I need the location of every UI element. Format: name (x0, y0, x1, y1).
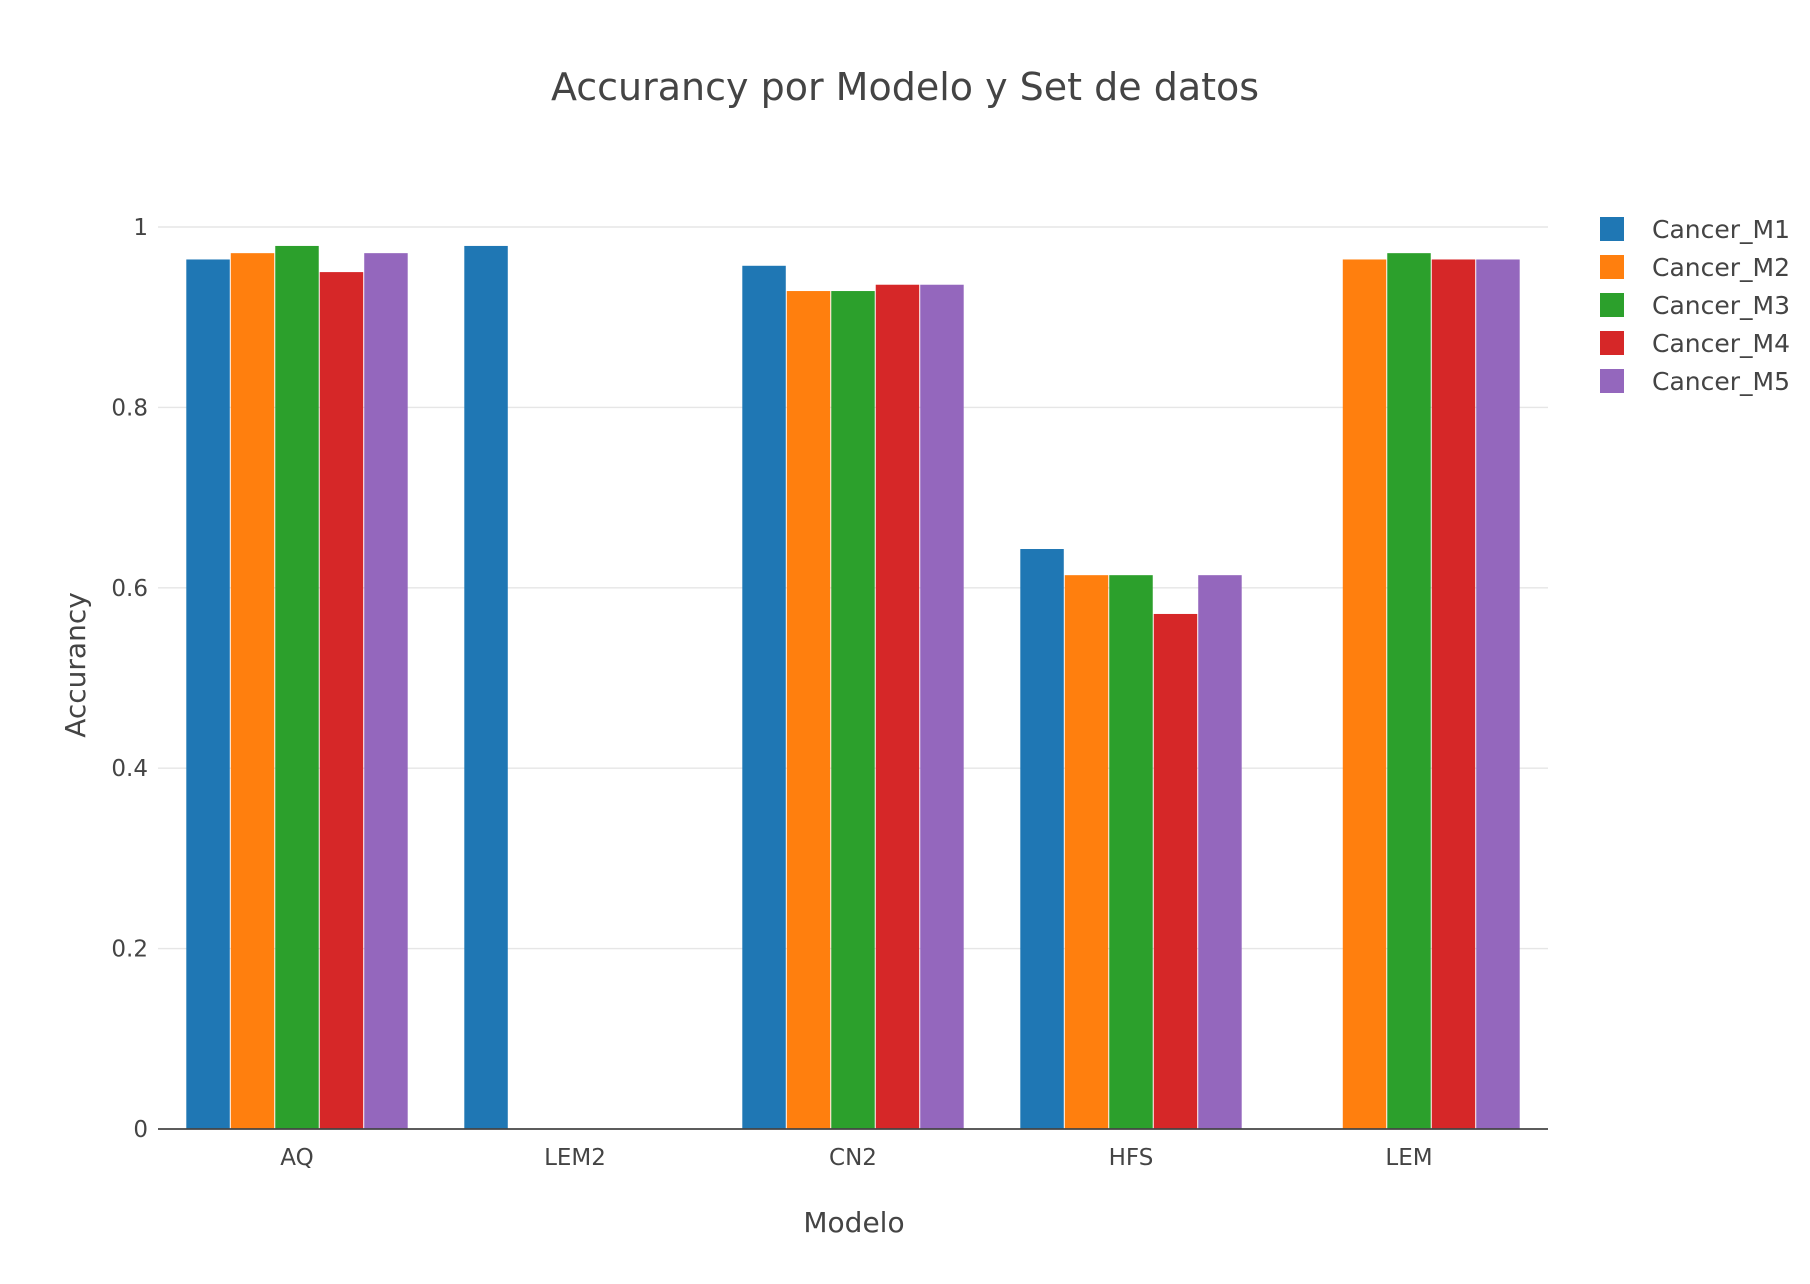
legend-label: Cancer_M2 (1652, 253, 1790, 282)
y-tick-labels: 0 0.2 0.4 0.6 0.8 1 (111, 215, 148, 1143)
bar-hfs-cancer-m1 (1020, 549, 1064, 1129)
y-tick-label: 1 (133, 215, 148, 241)
legend: Cancer_M1 Cancer_M2 Cancer_M3 Cancer_M4 Canc… (1600, 215, 1790, 396)
bar-lem-cancer-m5 (1476, 259, 1520, 1129)
legend-swatch (1600, 369, 1624, 393)
x-tick-label: LEM (1385, 1145, 1432, 1171)
bar-aq-cancer-m2 (230, 253, 275, 1129)
bar-cn2-cancer-m5 (920, 284, 964, 1129)
x-tick-label: CN2 (829, 1145, 877, 1171)
bar-aq-cancer-m4 (319, 272, 364, 1130)
legend-swatch (1600, 331, 1624, 355)
x-axis-title: Modelo (803, 1206, 904, 1239)
bar-aq-cancer-m3 (275, 245, 319, 1129)
bar-hfs-cancer-m3 (1109, 575, 1153, 1129)
legend-swatch (1600, 217, 1624, 241)
y-tick-label: 0.8 (111, 395, 148, 421)
x-tick-label: HFS (1109, 1145, 1154, 1171)
bar-cn2-cancer-m4 (875, 284, 920, 1129)
legend-label: Cancer_M5 (1652, 367, 1790, 396)
bar-lem2-cancer-m1 (464, 245, 508, 1129)
bar-cn2-cancer-m1 (742, 265, 786, 1129)
legend-label: Cancer_M3 (1652, 291, 1790, 320)
bar-hfs-cancer-m2 (1064, 575, 1109, 1129)
bar-cn2-cancer-m2 (786, 291, 831, 1129)
x-tick-label: AQ (280, 1145, 313, 1171)
bar-hfs-cancer-m5 (1198, 575, 1242, 1129)
y-tick-label: 0.4 (111, 756, 148, 782)
legend-label: Cancer_M1 (1652, 215, 1790, 244)
y-tick-label: 0.6 (111, 576, 148, 602)
bar-cn2-cancer-m3 (831, 291, 875, 1129)
bar-aq-cancer-m5 (364, 253, 408, 1129)
bar-lem-cancer-m2 (1342, 259, 1387, 1129)
y-tick-label: 0.2 (111, 937, 148, 963)
bar-lem-cancer-m3 (1387, 253, 1431, 1129)
legend-label: Cancer_M4 (1652, 329, 1790, 358)
bar-lem-cancer-m4 (1431, 259, 1476, 1129)
x-tick-labels: AQ LEM2 CN2 HFS LEM (280, 1145, 1432, 1171)
bars (186, 245, 1520, 1130)
chart-title: Accurancy por Modelo y Set de datos (551, 65, 1259, 109)
y-axis-title: Accurancy (59, 592, 92, 738)
bar-hfs-cancer-m4 (1153, 613, 1198, 1129)
y-tick-label: 0 (133, 1117, 148, 1143)
x-tick-label: LEM2 (544, 1145, 606, 1171)
legend-swatch (1600, 293, 1624, 317)
legend-swatch (1600, 255, 1624, 279)
bar-aq-cancer-m1 (186, 259, 230, 1129)
